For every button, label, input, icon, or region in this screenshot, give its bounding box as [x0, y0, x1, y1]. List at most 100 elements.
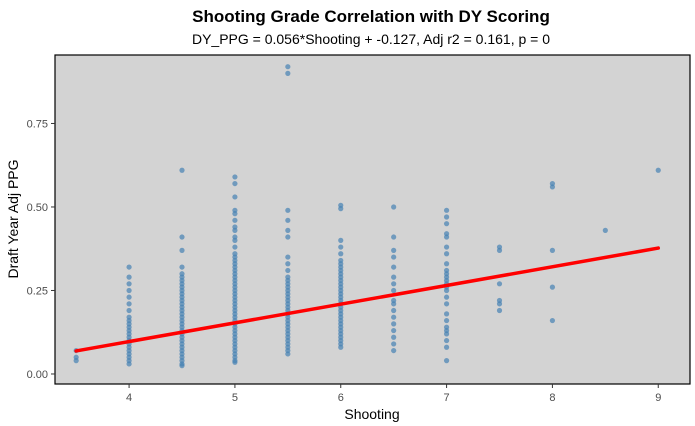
data-point	[232, 227, 238, 233]
data-point	[443, 317, 450, 324]
x-tick-label: 5	[232, 392, 238, 404]
data-point	[391, 287, 397, 294]
data-point	[285, 70, 291, 76]
x-tick-label: 9	[655, 392, 661, 404]
data-point	[126, 301, 132, 307]
data-point	[338, 237, 344, 243]
y-tick-label: 0.25	[27, 285, 48, 297]
data-point	[285, 254, 291, 260]
data-point	[126, 361, 132, 367]
data-point	[232, 180, 238, 187]
data-point	[179, 167, 185, 173]
data-point	[391, 347, 397, 354]
data-point	[232, 211, 238, 217]
data-point	[285, 207, 291, 213]
chart-title: Shooting Grade Correlation with DY Scori…	[192, 7, 550, 26]
data-point	[443, 358, 450, 364]
data-point	[496, 307, 503, 314]
data-point	[126, 274, 132, 280]
x-tick-label: 4	[126, 392, 132, 404]
data-point	[443, 287, 450, 294]
data-point	[391, 307, 397, 314]
data-point	[391, 301, 397, 307]
x-tick-label: 7	[444, 392, 450, 404]
data-point	[443, 251, 450, 257]
data-point	[285, 261, 291, 267]
data-point	[602, 227, 608, 233]
data-point	[391, 334, 397, 340]
data-point	[232, 194, 238, 200]
data-point	[179, 234, 185, 240]
data-point	[443, 337, 450, 344]
data-points	[73, 64, 661, 369]
data-point	[391, 264, 397, 270]
data-point	[391, 341, 397, 347]
data-point	[391, 234, 397, 240]
data-point	[549, 317, 556, 324]
data-point	[443, 311, 450, 317]
data-point	[391, 281, 397, 287]
data-point	[126, 264, 132, 270]
data-point	[391, 254, 397, 260]
data-point	[443, 301, 450, 307]
data-point	[391, 247, 397, 253]
data-point	[338, 251, 344, 257]
data-point	[443, 244, 450, 250]
data-point	[285, 217, 291, 223]
data-point	[391, 314, 397, 320]
data-point	[443, 261, 450, 267]
data-point	[391, 274, 397, 280]
data-point	[443, 221, 450, 227]
data-point	[443, 294, 450, 300]
data-point	[285, 227, 291, 233]
data-point	[285, 351, 291, 357]
plot-border	[54, 54, 691, 385]
data-point	[179, 247, 185, 253]
data-point	[126, 294, 132, 300]
data-point	[285, 234, 291, 240]
data-point	[179, 363, 185, 369]
plot-area	[55, 55, 690, 384]
data-point	[443, 214, 450, 220]
x-tick-label: 6	[338, 392, 344, 404]
data-point	[496, 247, 503, 253]
data-point	[232, 217, 238, 223]
data-point	[126, 281, 132, 287]
data-point	[285, 64, 291, 70]
data-point	[232, 359, 238, 365]
data-point	[391, 327, 397, 334]
data-point	[443, 331, 450, 337]
data-point	[73, 358, 79, 364]
data-point	[443, 207, 450, 213]
data-point	[443, 234, 450, 240]
y-tick-label: 0.75	[27, 118, 48, 130]
regression-line	[74, 246, 660, 353]
data-point	[391, 204, 397, 210]
plot-panel	[55, 55, 690, 384]
data-point	[549, 184, 556, 190]
data-point	[549, 247, 556, 253]
data-point	[338, 344, 344, 350]
data-point	[232, 237, 238, 243]
y-axis-label: Draft Year Adj PPG	[5, 159, 21, 278]
data-point	[496, 301, 503, 307]
x-axis-label: Shooting	[344, 406, 399, 422]
data-point	[126, 307, 132, 314]
data-point	[338, 206, 344, 212]
data-point	[443, 344, 450, 350]
data-point	[179, 264, 185, 270]
y-axis: 0.00 0.25 0.50 0.75	[27, 118, 55, 381]
data-point	[338, 244, 344, 250]
data-point	[496, 281, 503, 287]
y-tick-label: 0.50	[27, 202, 48, 214]
data-point	[126, 287, 132, 294]
data-point	[232, 244, 238, 250]
data-point	[655, 167, 661, 173]
data-point	[232, 174, 238, 180]
regression-line-layer	[74, 246, 660, 353]
data-point	[285, 267, 291, 274]
data-point	[391, 321, 397, 327]
data-point	[549, 284, 556, 290]
chart-subtitle: DY_PPG = 0.056*Shooting + -0.127, Adj r2…	[192, 31, 550, 47]
